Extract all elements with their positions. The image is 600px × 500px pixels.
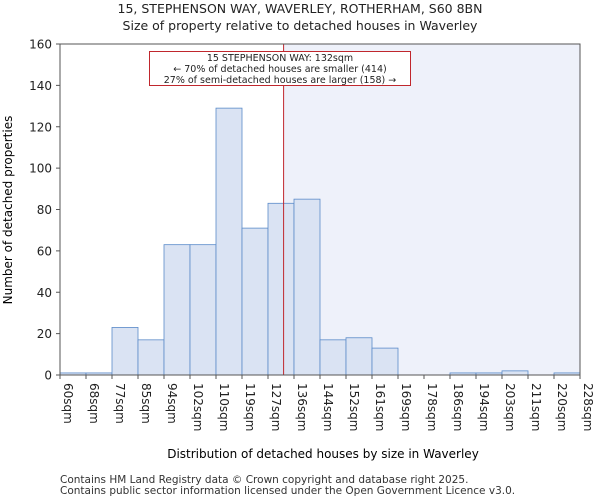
x-tick-label: 211sqm bbox=[529, 383, 543, 431]
x-tick-label: 178sqm bbox=[425, 383, 439, 431]
x-tick-label: 228sqm bbox=[581, 383, 595, 431]
y-tick-label: 140 bbox=[29, 79, 52, 93]
footer-line-2: Contains public sector information licen… bbox=[60, 485, 516, 497]
y-tick-label: 120 bbox=[29, 120, 52, 134]
histogram-bar bbox=[371, 347, 399, 376]
histogram-bar bbox=[345, 337, 373, 376]
y-tick-label: 0 bbox=[44, 369, 52, 383]
histogram-bar bbox=[189, 244, 217, 376]
histogram-bar bbox=[267, 202, 295, 376]
annotation-line-3: 27% of semi-detached houses are larger (… bbox=[163, 75, 397, 86]
y-tick-label: 20 bbox=[37, 327, 52, 341]
y-tick-label: 80 bbox=[37, 203, 52, 217]
x-tick-label: 203sqm bbox=[503, 383, 517, 431]
x-axis-label: Distribution of detached houses by size … bbox=[167, 447, 479, 461]
histogram-bar bbox=[111, 327, 139, 376]
histogram-bar bbox=[137, 339, 165, 376]
chart-subtitle: Size of property relative to detached ho… bbox=[122, 18, 478, 33]
x-tick-label: 102sqm bbox=[191, 383, 205, 431]
x-tick-label: 85sqm bbox=[139, 383, 153, 424]
x-tick-label: 119sqm bbox=[243, 383, 257, 431]
chart-title: 15, STEPHENSON WAY, WAVERLEY, ROTHERHAM,… bbox=[117, 1, 483, 16]
highlight-region bbox=[283, 44, 580, 375]
histogram-bar bbox=[163, 244, 191, 376]
histogram-bar bbox=[501, 370, 529, 376]
x-tick-label: 194sqm bbox=[477, 383, 491, 431]
x-tick-label: 94sqm bbox=[165, 383, 179, 424]
y-tick-label: 160 bbox=[29, 38, 52, 52]
x-tick-label: 161sqm bbox=[373, 383, 387, 431]
y-tick-label: 60 bbox=[37, 244, 52, 258]
annotation-line-1: 15 STEPHENSON WAY: 132sqm bbox=[206, 53, 354, 64]
annotation-line-2: ← 70% of detached houses are smaller (41… bbox=[173, 64, 387, 75]
x-tick-label: 127sqm bbox=[269, 383, 283, 431]
histogram-bar bbox=[241, 227, 269, 376]
x-tick-label: 68sqm bbox=[87, 383, 101, 424]
x-tick-label: 152sqm bbox=[347, 383, 361, 431]
y-tick-label: 40 bbox=[37, 286, 52, 300]
x-tick-label: 110sqm bbox=[217, 383, 231, 431]
x-tick-label: 169sqm bbox=[399, 383, 413, 431]
y-tick-label: 100 bbox=[29, 162, 52, 176]
histogram-bar bbox=[293, 198, 321, 376]
x-tick-label: 144sqm bbox=[321, 383, 335, 431]
annotation-box: 15 STEPHENSON WAY: 132sqm ← 70% of detac… bbox=[149, 51, 411, 86]
x-tick-label: 77sqm bbox=[113, 383, 127, 424]
x-tick-label: 60sqm bbox=[61, 383, 75, 424]
y-axis-label: Number of detached properties bbox=[1, 116, 15, 305]
footer-line-1: Contains HM Land Registry data © Crown c… bbox=[60, 474, 469, 486]
histogram-bar bbox=[319, 339, 347, 376]
x-tick-label: 136sqm bbox=[295, 383, 309, 431]
x-tick-label: 186sqm bbox=[451, 383, 465, 431]
x-tick-label: 220sqm bbox=[555, 383, 569, 431]
histogram-bar bbox=[215, 107, 243, 376]
